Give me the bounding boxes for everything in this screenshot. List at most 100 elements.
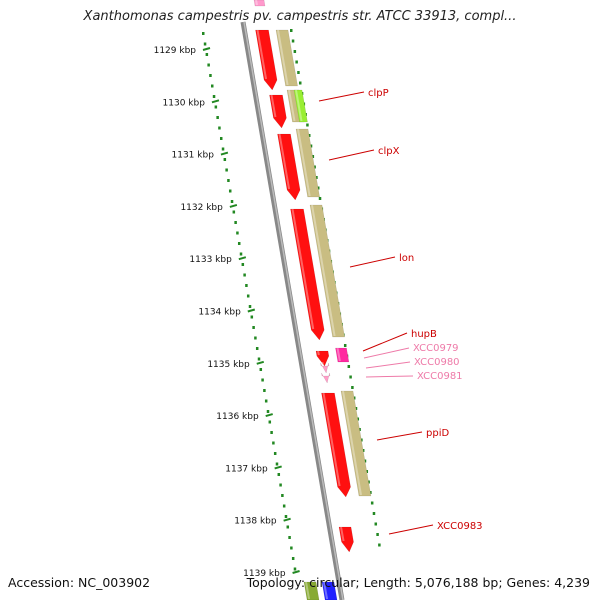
gene-clpX-shade [278, 133, 291, 190]
outer-dot [315, 176, 318, 179]
gene-XCC0980 [320, 362, 330, 374]
map-title: Xanthomonas campestris pv. campestris st… [83, 9, 517, 24]
cog-band-shade [297, 128, 311, 197]
leader-line [362, 332, 408, 352]
outer-dot [290, 29, 293, 32]
ruler-label: 1130 kbp [163, 98, 206, 108]
ruler-label: 1134 kbp [198, 308, 241, 318]
ruler-dot [279, 483, 282, 487]
topology-label: Topology: circular; Length: 5,076,188 bp… [246, 575, 590, 590]
gene-XCC0983 [338, 526, 354, 553]
gene-clpP-shade [270, 94, 277, 118]
ruler-dot [259, 368, 263, 371]
ruler-dot [203, 42, 207, 46]
ruler-label: 1133 kbp [189, 255, 232, 265]
cog-band [275, 29, 298, 87]
backbone-highlight [243, 21, 344, 600]
outer-dot [347, 365, 351, 368]
gene-label: ppiD [426, 428, 449, 439]
gene-label: clpX [378, 146, 400, 157]
cog-band-green-shade [295, 89, 303, 122]
gene-hupB-shade [317, 350, 320, 356]
outer-dot [374, 522, 378, 526]
gene-XCC0981 [321, 372, 331, 384]
gene-lon-shade [291, 208, 315, 330]
ruler-dot [212, 95, 216, 98]
ruler-label: 1131 kbp [172, 151, 215, 161]
ruler-dot [202, 32, 205, 35]
leader-line [365, 375, 414, 378]
ruler-dot [248, 305, 252, 308]
ruler-dot [209, 74, 212, 77]
leader-line [376, 431, 423, 441]
ruler-dot [234, 221, 237, 224]
ruler-label: 1129 kbp [154, 46, 197, 56]
outer-dot [376, 533, 379, 536]
gene-ppiD [321, 392, 351, 498]
outer-dot [293, 50, 297, 53]
ruler-dot [263, 389, 266, 392]
cog-band-shade [311, 204, 336, 337]
cog-band [303, 581, 320, 600]
ruler-dot [239, 252, 243, 256]
ruler-dot [268, 420, 272, 424]
ruler-dot [246, 294, 250, 298]
ruler-label: 1138 kbp [234, 517, 277, 527]
gene-XCC0979-shade [336, 347, 341, 362]
ruler-dots [202, 29, 381, 571]
outer-dot [349, 375, 352, 379]
cog-band-green [293, 89, 308, 123]
ruler-dot [273, 452, 277, 455]
ruler-dot [266, 410, 270, 413]
ruler-dot [270, 431, 273, 434]
gene-lon [290, 208, 325, 341]
ruler-dot [257, 357, 261, 361]
gene-label: XCC0979 [413, 343, 459, 354]
ruler-tick [238, 256, 247, 261]
gene-label: hupB [411, 329, 437, 340]
ruler-tick [229, 203, 238, 208]
outer-dot [372, 512, 376, 515]
gene-top-partial-shade [255, 0, 259, 6]
leader-line [328, 149, 375, 161]
ruler-dot [243, 273, 246, 277]
gene-cds-shade [256, 29, 268, 80]
leader-line [388, 524, 434, 535]
gene-XCC0980-shade [321, 361, 324, 367]
outer-dot [313, 165, 316, 169]
outer-dot [318, 197, 322, 200]
ruler-dot [210, 84, 214, 88]
ruler-label: 1137 kbp [225, 464, 268, 474]
outer-dot [295, 60, 298, 64]
cog-band-shade [277, 29, 289, 86]
cog-band-blue-shade [323, 581, 329, 600]
ruler-dot [255, 347, 259, 350]
ruler-dot [207, 63, 210, 67]
ruler-dot [219, 137, 223, 140]
ruler-tick [292, 570, 300, 574]
ruler-tick [247, 308, 256, 313]
ruler-dot [275, 462, 279, 466]
ruler: 1129 kbp 1130 kbp 1131 kbp 1132 kbp 1133 kbp… [154, 46, 300, 579]
backbone-line [240, 21, 345, 600]
ruler-dot [216, 116, 219, 119]
outer-dot [343, 344, 347, 347]
gene-clpX [277, 133, 301, 201]
outer-dot [378, 543, 381, 547]
cog-band-shade [342, 390, 362, 496]
ruler-dot [286, 525, 290, 529]
accession-label: Accession: NC_003902 [8, 575, 151, 590]
outer-dot [311, 155, 315, 158]
ruler-label: 1139 kbp [243, 569, 286, 579]
ruler-dot [218, 126, 221, 130]
ruler-dot [241, 263, 245, 266]
outer-dot [370, 501, 374, 505]
gene-label: lon [399, 253, 414, 264]
ruler-dot [250, 315, 254, 319]
ruler-dot [221, 147, 225, 151]
ruler-dot [254, 336, 257, 340]
ruler-tick [202, 47, 211, 51]
ruler-dot [291, 557, 295, 560]
outer-dot [298, 81, 302, 85]
